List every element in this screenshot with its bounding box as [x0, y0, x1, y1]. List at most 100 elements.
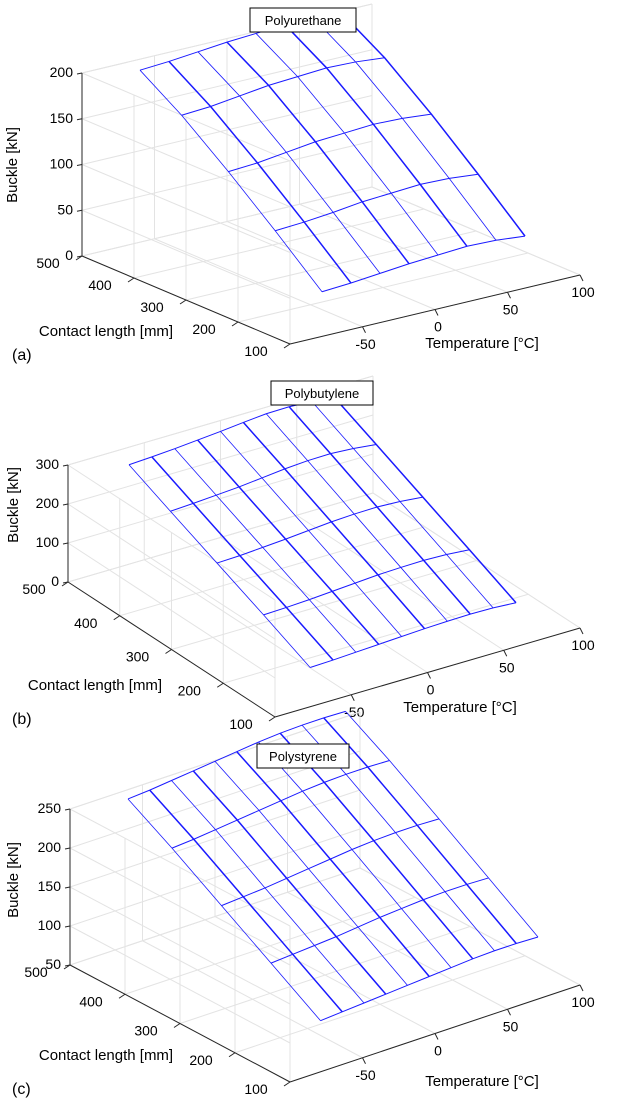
- mesh-line-col: [139, 69, 323, 292]
- z-tick-label: 0: [51, 573, 59, 589]
- y-tick-label: 300: [134, 1023, 158, 1039]
- svg-text:Polybutylene: Polybutylene: [285, 386, 359, 401]
- mesh-line-row: [309, 602, 517, 668]
- y-tick-label: 100: [244, 1081, 268, 1097]
- x-tick-label: 0: [434, 319, 442, 335]
- z-tick-label: 50: [57, 201, 73, 217]
- mesh-line-col: [151, 456, 334, 661]
- mesh-line-col: [311, 401, 494, 609]
- mesh-line-col: [288, 406, 471, 615]
- panel-c: 50 100 150 200 250 100 200 300 400 500 -50 0 50 100 Bu…: [5, 710, 595, 1098]
- chart-title: Polybutylene: [270, 380, 374, 406]
- x-tick-label: 100: [571, 994, 595, 1010]
- mesh-line-col: [323, 717, 517, 944]
- z-tick-label: 100: [36, 534, 60, 550]
- mesh-line-col: [226, 41, 410, 265]
- mesh-line-col: [171, 780, 365, 1004]
- z-tick-label: 200: [38, 839, 62, 855]
- svg-text:Polystyrene: Polystyrene: [269, 749, 337, 764]
- mesh-line-col: [242, 421, 426, 630]
- surface-mesh: [128, 397, 517, 668]
- mesh-line-col: [345, 711, 539, 938]
- mesh-line-row: [170, 444, 377, 512]
- x-tick-label: -50: [355, 1067, 375, 1083]
- mesh-line-row: [216, 496, 423, 564]
- axes: 0 50 100 150 200 100 200 300 400 500 -50 0 50 100: [36, 64, 595, 359]
- panel-b: 0 100 200 300 100 200 300 400 500 -50 0 50 100 Buckle…: [5, 375, 595, 732]
- y-tick-label: 500: [24, 964, 48, 980]
- z-tick-label: 300: [36, 456, 60, 472]
- axes: 0 100 200 300 100 200 300 400 500 -50 0 50 100: [22, 456, 595, 732]
- x-tick-label: -50: [344, 704, 364, 720]
- z-tick-label: 0: [65, 247, 73, 263]
- surface-mesh: [139, 14, 526, 293]
- mesh-line-col: [128, 464, 311, 668]
- y-tick-label: 400: [79, 993, 103, 1009]
- y-tick-label: 300: [126, 649, 150, 665]
- surface-mesh: [127, 710, 539, 1022]
- mesh-line-row: [228, 113, 432, 173]
- x-axis-label: Temperature [°C]: [425, 1073, 539, 1090]
- z-axis-label: Buckle [kN]: [5, 842, 22, 918]
- z-tick-label: 100: [38, 917, 62, 933]
- z-axis-label: Buckle [kN]: [5, 467, 22, 543]
- svg-text:Polyurethane: Polyurethane: [265, 13, 342, 28]
- y-tick-label: 500: [36, 255, 60, 271]
- y-axis-label: Contact length [mm]: [39, 323, 173, 340]
- y-tick-label: 400: [88, 277, 112, 293]
- mesh-line-col: [192, 770, 387, 995]
- y-tick-label: 200: [192, 321, 216, 337]
- z-tick-label: 250: [38, 800, 62, 816]
- x-axis-label: Temperature [°C]: [403, 699, 517, 716]
- panel-label: (b): [12, 711, 32, 728]
- y-tick-label: 100: [244, 343, 268, 359]
- panel-a: 0 50 100 150 200 100 200 300 400 500 -50 0 50 100 Buck…: [4, 3, 595, 364]
- mesh-line-row: [171, 760, 390, 849]
- mesh-line-col: [214, 761, 408, 986]
- mesh-line-col: [284, 24, 468, 247]
- y-axis-label: Contact length [mm]: [28, 677, 162, 694]
- mesh-line-col: [149, 789, 343, 1013]
- z-axis-label: Buckle [kN]: [4, 127, 21, 203]
- z-tick-label: 50: [45, 956, 61, 972]
- mesh-line-col: [334, 397, 517, 604]
- panel-label: (c): [12, 1081, 31, 1098]
- y-tick-label: 100: [229, 716, 253, 732]
- z-tick-label: 150: [38, 878, 62, 894]
- mesh-line-col: [197, 439, 380, 645]
- x-tick-label: -50: [355, 336, 375, 352]
- mesh-line-col: [342, 14, 526, 237]
- mesh-line-row: [275, 173, 479, 232]
- x-tick-label: 50: [499, 659, 515, 675]
- x-tick-label: 50: [503, 301, 519, 317]
- panel-label: (a): [12, 347, 32, 364]
- mesh-line-col: [236, 751, 430, 977]
- mesh-line-col: [127, 798, 321, 1021]
- y-tick-label: 200: [178, 682, 202, 698]
- x-axis-label: Temperature [°C]: [425, 335, 539, 352]
- mesh-line-col: [174, 448, 357, 653]
- mesh-line-col: [313, 18, 497, 241]
- x-tick-label: 100: [571, 284, 595, 300]
- z-tick-label: 200: [36, 495, 60, 511]
- y-tick-label: 300: [140, 299, 164, 315]
- mesh-line-col: [255, 33, 439, 256]
- mesh-line-row: [128, 397, 335, 466]
- z-tick-label: 100: [50, 156, 74, 172]
- mesh-line-row: [270, 877, 489, 964]
- y-tick-label: 400: [74, 615, 98, 631]
- mesh-line-col: [265, 413, 448, 622]
- chart-title: Polyurethane: [249, 7, 357, 33]
- y-axis-label: Contact length [mm]: [39, 1047, 173, 1064]
- z-tick-label: 150: [50, 110, 74, 126]
- x-tick-label: 50: [503, 1018, 519, 1034]
- z-tick-label: 200: [50, 64, 74, 80]
- x-tick-label: 0: [434, 1043, 442, 1059]
- mesh-line-col: [220, 431, 402, 637]
- mesh-line-col: [168, 60, 352, 284]
- x-tick-label: 100: [571, 637, 595, 653]
- mesh-line-row: [321, 235, 526, 293]
- mesh-line-row: [181, 57, 385, 116]
- mesh-line-col: [258, 741, 452, 968]
